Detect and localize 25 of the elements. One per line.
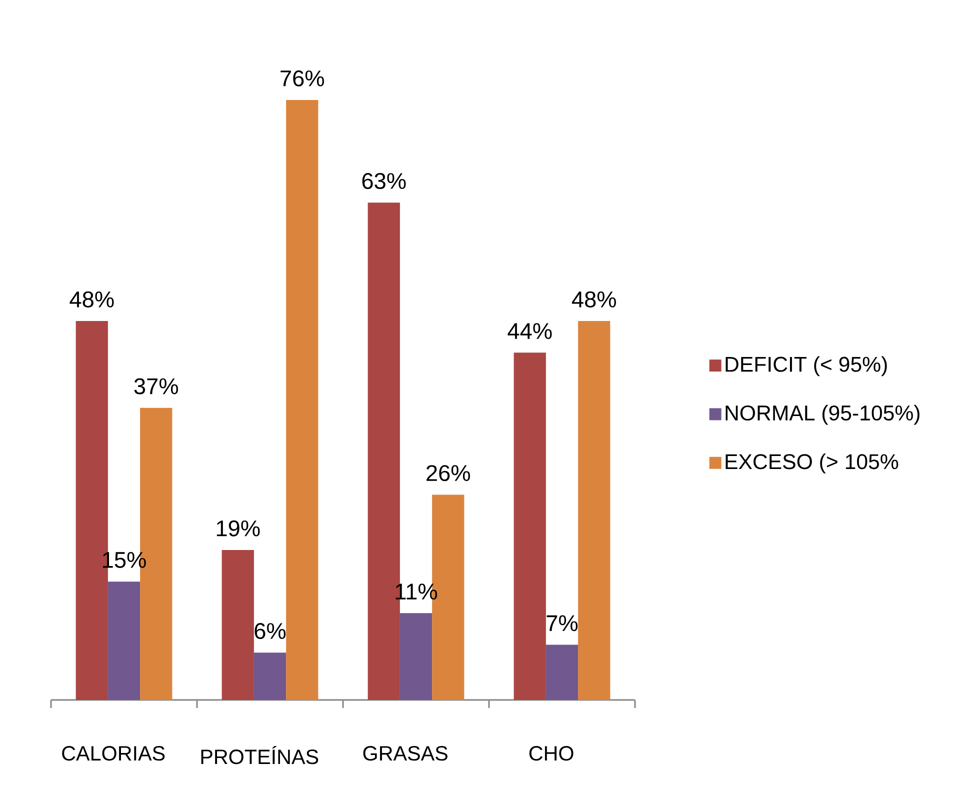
data-label: 7% xyxy=(546,615,578,632)
bar xyxy=(578,321,610,700)
bar xyxy=(546,644,578,700)
bar xyxy=(254,652,286,700)
legend-label: EXCESO (> 105% xyxy=(726,454,898,474)
data-label: 48% xyxy=(70,291,114,308)
x-tick-label: GRASAS xyxy=(363,746,448,761)
data-label: 26% xyxy=(426,465,470,482)
legend-label: DEFICIT (< 95%) xyxy=(726,356,887,376)
data-label: 48% xyxy=(572,291,616,308)
x-tick-label: PROTEÍNAS xyxy=(201,746,318,764)
data-label: 63% xyxy=(362,172,406,190)
x-tick-label: CHO xyxy=(529,746,574,761)
legend-label: NORMAL (95-105%) xyxy=(726,404,920,425)
bar xyxy=(400,613,432,700)
bar xyxy=(514,352,546,700)
x-tick-label: CALORIAS xyxy=(62,746,165,761)
bar xyxy=(108,582,140,700)
bar xyxy=(286,100,318,700)
data-label: 19% xyxy=(216,520,260,536)
data-label: 37% xyxy=(134,378,178,394)
data-label: 44% xyxy=(508,323,552,340)
data-label: 76% xyxy=(280,70,324,86)
bar xyxy=(222,550,254,700)
data-label: 6% xyxy=(254,622,286,640)
